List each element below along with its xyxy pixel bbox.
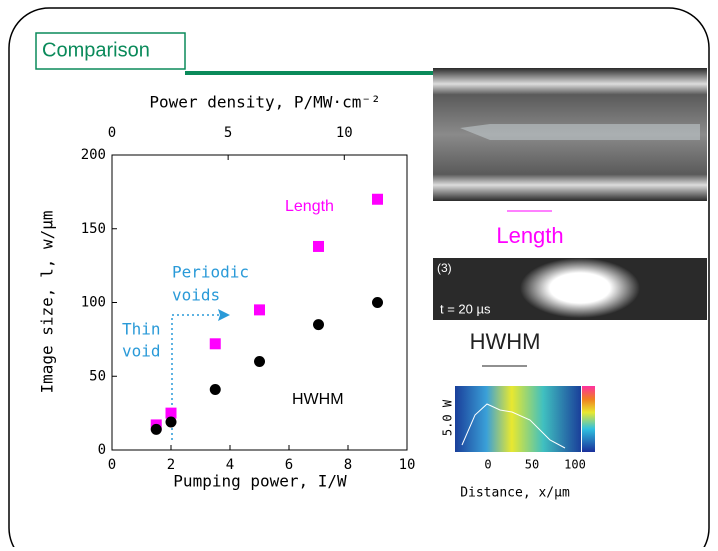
y-tick-label: 150 xyxy=(81,221,106,237)
y-tick-label: 100 xyxy=(81,295,106,311)
inset-tick: 0 xyxy=(484,458,491,472)
slide-title: Comparison xyxy=(42,39,150,61)
x-tick-label: 8 xyxy=(344,457,352,473)
x2-tick-label: 0 xyxy=(108,125,116,141)
annotation: void xyxy=(122,342,161,361)
point xyxy=(372,297,383,308)
y-axis-label: Image size, l, w/μm xyxy=(38,210,57,393)
inset-tick: 50 xyxy=(525,458,539,472)
inset-colorbar xyxy=(582,386,595,452)
x-tick-label: 0 xyxy=(108,457,116,473)
arrow-head xyxy=(218,309,230,321)
legend-entry: Length xyxy=(285,198,334,215)
inset-x-label: Distance, x/µm xyxy=(460,486,570,501)
point xyxy=(313,319,324,330)
y-tick-label: 0 xyxy=(98,442,106,458)
hwhm-caption: HWHM xyxy=(470,329,541,354)
x-axis-label: Pumping power, I/W xyxy=(173,472,347,491)
point xyxy=(151,424,162,435)
x2-axis-label: Power density, P/MW·cm⁻² xyxy=(149,93,380,112)
annotation: Thin xyxy=(122,320,161,339)
x2-tick-label: 10 xyxy=(336,125,353,141)
point xyxy=(254,304,265,315)
emission-blob xyxy=(520,258,640,318)
point xyxy=(372,194,383,205)
inset-power: 5.0 W xyxy=(441,399,455,436)
x-tick-label: 2 xyxy=(167,457,175,473)
legend-entry: HWHM xyxy=(292,391,344,408)
photo-void xyxy=(460,124,700,140)
x2-tick-label: 5 xyxy=(224,125,232,141)
point xyxy=(313,241,324,252)
y-tick-label: 200 xyxy=(81,147,106,163)
point xyxy=(210,338,221,349)
inset-heatmap xyxy=(455,386,581,452)
x-tick-label: 6 xyxy=(285,457,293,473)
length-caption: Length xyxy=(496,223,563,248)
point xyxy=(254,356,265,367)
point xyxy=(210,384,221,395)
plot-frame xyxy=(112,155,407,450)
annotation: voids xyxy=(172,286,220,305)
y-tick-label: 50 xyxy=(89,368,106,384)
point xyxy=(166,416,177,427)
slide: Comparison Periodic voids Thin void Leng… xyxy=(0,0,718,547)
annotation: Periodic xyxy=(172,263,249,282)
time-label: t = 20 µs xyxy=(440,301,491,316)
void-arrow xyxy=(172,315,222,440)
x-tick-label: 10 xyxy=(399,457,416,473)
x-tick-label: 4 xyxy=(226,457,234,473)
inset-tick: 100 xyxy=(564,458,586,472)
frame-number: (3) xyxy=(437,261,452,275)
